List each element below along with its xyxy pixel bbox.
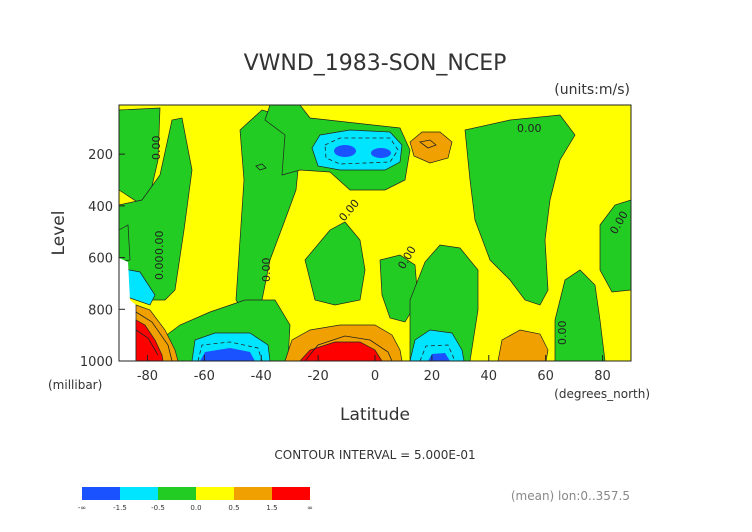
legend-swatch <box>196 487 234 500</box>
y-axis-title: Level <box>49 211 69 256</box>
x-tick-label: 0 <box>371 369 379 384</box>
green-region-left-edge <box>119 224 131 263</box>
chart-title: VWND_1983-SON_NCEP <box>244 51 507 76</box>
green-region-nh-surface <box>554 269 606 361</box>
x-tick-label: 40 <box>481 369 498 384</box>
solid-contour-antarctic <box>135 311 173 361</box>
contour-label: 0.00 <box>150 136 163 161</box>
legend-label: -0.5 <box>151 504 165 512</box>
x-tick-label: 80 <box>594 369 611 384</box>
small-contour-upper-nh <box>419 139 437 149</box>
orange-region-surface-nh <box>497 329 549 361</box>
dashed-contour-surface-south <box>197 341 263 361</box>
legend-label: 0.0 <box>190 504 201 512</box>
contour-interval-text: CONTOUR INTERVAL = 5.000E-01 <box>274 448 475 462</box>
blue-region-surface-south <box>200 348 255 361</box>
legend-swatch <box>82 487 120 500</box>
contour-label: 0.00 <box>556 321 569 346</box>
small-contour-south <box>255 163 267 171</box>
blue-region-surface-eq <box>428 353 450 361</box>
color-legend: -∞ -1.5 -0.5 0.0 0.5 1.5 ∞ <box>78 487 313 512</box>
y-tick-label: 200 <box>88 148 113 163</box>
y-axis: 200 400 600 800 1000 <box>80 148 125 370</box>
y-tick-label: 400 <box>88 200 113 215</box>
y-units-label: (millibar) <box>48 378 102 392</box>
blue-region-upper-1 <box>334 145 356 157</box>
legend-label: ∞ <box>307 504 313 512</box>
y-tick-label: 800 <box>88 303 113 318</box>
legend-label: -∞ <box>78 504 86 512</box>
green-region-north-edge <box>599 199 631 293</box>
legend-swatch <box>120 487 158 500</box>
legend-swatch <box>272 487 310 500</box>
legend-swatch <box>234 487 272 500</box>
legend-swatch <box>158 487 196 500</box>
legend-label: 0.5 <box>228 504 239 512</box>
solid-contour-antarctic-2 <box>135 329 159 356</box>
solid-contour-surface-center <box>304 335 393 361</box>
footnote: (mean) lon:0..357.5 <box>511 489 630 503</box>
contour-label: 0.00 <box>260 258 273 283</box>
x-tick-label: -60 <box>194 369 215 384</box>
units-label: (units:m/s) <box>554 82 630 98</box>
green-region-nh-upper <box>464 114 576 306</box>
x-units-label: (degrees_north) <box>554 387 650 401</box>
y-tick-label: 1000 <box>80 355 113 370</box>
x-axis-title: Latitude <box>340 405 410 425</box>
dashed-contour-surface-eq <box>419 344 456 361</box>
x-tick-label: -40 <box>251 369 272 384</box>
x-axis: -80 -60 -40 -20 0 20 40 60 80 <box>137 355 611 384</box>
green-region-lower-mid <box>304 221 366 306</box>
contour-label: 0.00 <box>517 122 542 135</box>
cyan-region-upper <box>311 129 403 171</box>
missing-data-region <box>119 258 136 361</box>
contour-label: 0.00 <box>153 256 166 281</box>
blue-region-upper-2 <box>371 148 391 158</box>
x-tick-label: -20 <box>307 369 328 384</box>
legend-label: 1.5 <box>266 504 277 512</box>
legend-label: -1.5 <box>113 504 127 512</box>
orange-region-upper <box>409 131 453 164</box>
x-tick-label: 20 <box>424 369 441 384</box>
y-tick-label: 600 <box>88 252 113 267</box>
x-tick-label: 60 <box>537 369 554 384</box>
contour-label: 0.00 <box>153 231 166 256</box>
x-tick-label: -80 <box>137 369 158 384</box>
red-region-surface-center <box>299 341 383 361</box>
dashed-contour-upper <box>324 137 399 165</box>
contour-field <box>119 105 631 361</box>
